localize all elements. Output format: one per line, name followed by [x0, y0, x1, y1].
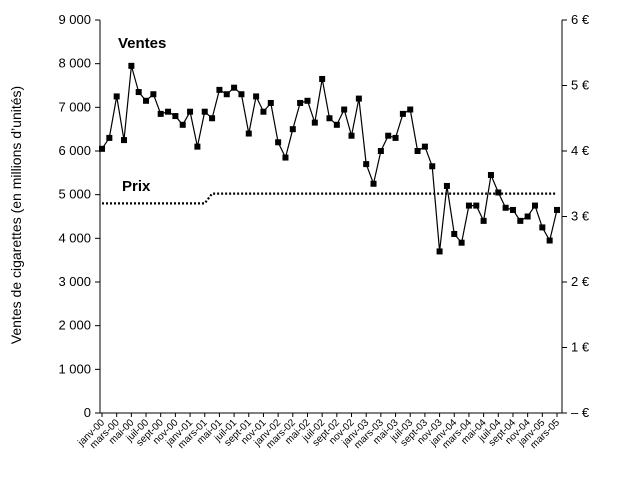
- data-point-ventes: [458, 239, 465, 246]
- data-point-ventes: [377, 148, 384, 154]
- y-tick-label: 6 000: [58, 143, 91, 158]
- data-point-ventes: [128, 62, 135, 69]
- data-point-ventes: [99, 145, 105, 152]
- data-point-ventes: [319, 75, 326, 82]
- y2-tick-label: 1 €: [571, 340, 590, 355]
- y-tick-label: 7 000: [58, 99, 91, 114]
- data-point-ventes: [517, 217, 524, 224]
- data-point-ventes: [143, 97, 150, 104]
- data-point-ventes: [194, 143, 201, 150]
- data-point-ventes: [341, 106, 348, 113]
- data-point-ventes: [399, 110, 406, 117]
- data-point-ventes: [326, 115, 333, 122]
- chart-markers: [99, 62, 560, 255]
- y2-tick-label: 6 €: [571, 12, 590, 27]
- data-point-ventes: [121, 137, 128, 144]
- data-point-ventes: [135, 89, 142, 96]
- data-point-ventes: [150, 91, 157, 98]
- data-point-ventes: [216, 86, 223, 93]
- data-point-ventes: [436, 248, 443, 255]
- y2-tick-label: 2 €: [571, 274, 590, 289]
- data-point-ventes: [465, 202, 472, 209]
- data-point-ventes: [253, 93, 260, 100]
- y2-tick-label: 5 €: [571, 78, 590, 93]
- y2-tick-label: 4 €: [571, 143, 590, 158]
- y-tick-label: 2 000: [58, 318, 91, 333]
- data-point-ventes: [531, 202, 538, 209]
- data-point-ventes: [282, 154, 289, 161]
- series-label-prix: Prix: [122, 178, 151, 195]
- y-tick-label: 1 000: [58, 361, 91, 376]
- y-tick-label: 9 000: [58, 12, 91, 27]
- series-line-prix: [102, 192, 557, 205]
- data-point-ventes: [348, 132, 355, 139]
- data-point-ventes: [289, 126, 296, 133]
- series-label-ventes: Ventes: [118, 35, 166, 52]
- y-tick-label: 8 000: [58, 56, 91, 71]
- data-point-ventes: [546, 237, 553, 244]
- data-point-ventes: [333, 121, 340, 128]
- data-point-ventes: [385, 132, 392, 139]
- data-point-ventes: [355, 95, 362, 102]
- data-point-ventes: [480, 217, 487, 224]
- data-point-ventes: [297, 99, 304, 106]
- data-point-ventes: [487, 172, 494, 179]
- data-point-ventes: [473, 202, 480, 209]
- chart-series: [101, 65, 558, 252]
- y-tick-label: 0: [84, 405, 91, 420]
- data-point-ventes: [179, 121, 186, 128]
- data-point-ventes: [429, 163, 436, 170]
- y2-tick-label: – €: [571, 405, 590, 420]
- data-point-ventes: [201, 108, 208, 115]
- data-point-ventes: [443, 182, 450, 189]
- data-point-ventes: [370, 180, 377, 187]
- chart-axes: [99, 20, 563, 414]
- data-point-ventes: [304, 97, 311, 104]
- data-point-ventes: [267, 99, 274, 106]
- data-point-ventes: [238, 91, 245, 98]
- data-point-ventes: [554, 206, 560, 213]
- data-point-ventes: [524, 213, 531, 220]
- data-point-ventes: [245, 130, 252, 137]
- data-point-ventes: [223, 91, 230, 98]
- data-point-ventes: [414, 148, 421, 154]
- y-tick-label: 5 000: [58, 187, 91, 202]
- data-point-ventes: [260, 108, 267, 115]
- data-point-ventes: [187, 108, 194, 115]
- data-point-ventes: [451, 230, 458, 237]
- data-point-ventes: [392, 134, 399, 141]
- data-point-ventes: [209, 115, 216, 122]
- data-point-ventes: [509, 206, 516, 213]
- series-line-ventes: [101, 65, 558, 252]
- y2-tick-label: 3 €: [571, 209, 590, 224]
- y-tick-label: 3 000: [58, 274, 91, 289]
- data-point-ventes: [165, 108, 172, 115]
- data-point-ventes: [502, 204, 509, 211]
- data-point-ventes: [157, 110, 164, 117]
- data-point-ventes: [275, 139, 282, 146]
- data-point-ventes: [539, 224, 546, 231]
- data-point-ventes: [106, 134, 113, 141]
- data-point-ventes: [495, 189, 502, 196]
- data-point-ventes: [421, 143, 428, 150]
- y-axis-label: Ventes de cigarettes (en millions d’unit…: [8, 86, 24, 344]
- data-point-ventes: [363, 161, 370, 168]
- data-point-ventes: [172, 113, 179, 120]
- data-point-ventes: [113, 93, 120, 100]
- data-point-ventes: [407, 106, 414, 113]
- data-point-ventes: [311, 119, 318, 126]
- data-point-ventes: [231, 84, 238, 91]
- y-tick-label: 4 000: [58, 230, 91, 245]
